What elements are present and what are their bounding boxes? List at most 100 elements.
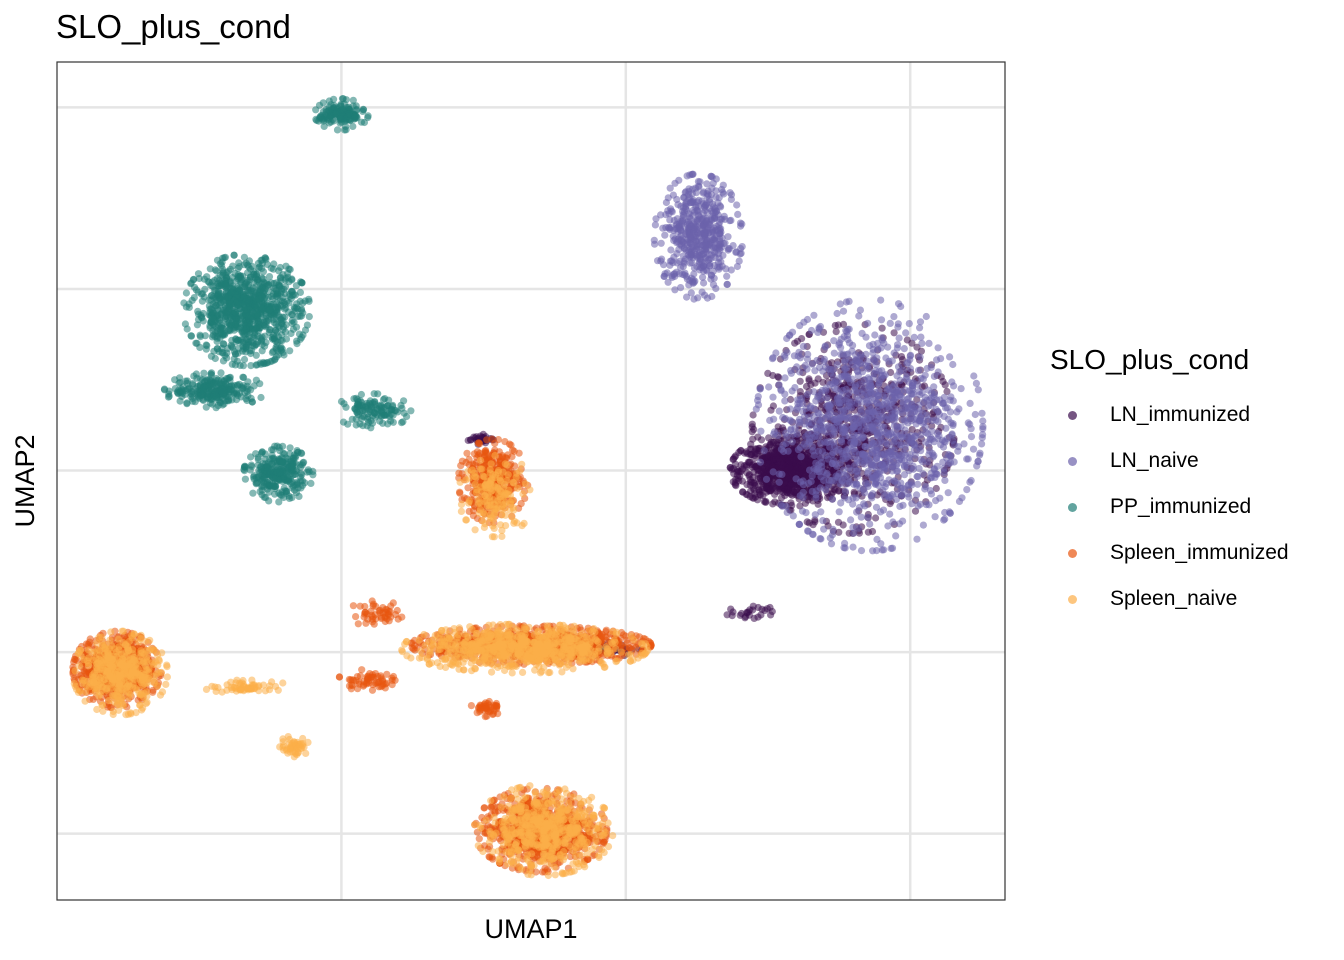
point-PP_immunized [217, 369, 225, 377]
point-LN_naive [878, 367, 886, 375]
point-LN_naive [860, 500, 868, 508]
point-PP_immunized [183, 400, 191, 408]
point-LN_naive [864, 467, 872, 475]
point-LN_naive [827, 540, 836, 548]
point-LN_naive [715, 194, 723, 202]
point-LN_naive [838, 438, 846, 446]
point-LN_naive [826, 443, 834, 451]
point-LN_naive [889, 414, 897, 422]
point-LN_naive [842, 447, 851, 455]
point-LN_naive [897, 302, 905, 311]
point-LN_naive [809, 530, 817, 538]
point-LN_naive [754, 393, 762, 401]
point-LN_naive [944, 489, 952, 497]
point-LN_naive [795, 520, 804, 529]
point-LN_immunized [829, 488, 837, 496]
point-PP_immunized [285, 308, 293, 316]
point-LN_naive [967, 433, 976, 441]
point-LN_naive [811, 367, 819, 375]
point-LN_naive [872, 475, 881, 483]
point-LN_naive [946, 396, 954, 404]
point-PP_immunized [333, 126, 342, 134]
point-LN_naive [935, 431, 943, 440]
point-PP_immunized [197, 392, 205, 400]
point-LN_naive [775, 470, 783, 478]
point-LN_naive [949, 421, 957, 429]
point-LN_immunized [864, 528, 873, 536]
point-LN_naive [911, 432, 919, 440]
point-LN_naive [787, 425, 795, 433]
point-LN_naive [699, 189, 707, 197]
point-LN_naive [760, 447, 768, 455]
point-LN_naive [867, 491, 875, 500]
point-LN_naive [836, 480, 845, 488]
point-LN_naive [685, 185, 693, 193]
point-LN_immunized [750, 425, 758, 433]
point-LN_naive [906, 356, 914, 364]
point-LN_naive [869, 345, 877, 353]
point-LN_naive [830, 337, 838, 345]
point-PP_immunized [234, 264, 242, 272]
point-LN_immunized [769, 500, 777, 508]
point-LN_naive [775, 478, 783, 486]
point-LN_naive [960, 440, 968, 448]
point-PP_immunized [233, 298, 241, 306]
point-LN_naive [831, 379, 839, 387]
point-LN_naive [931, 513, 939, 521]
point-LN_naive [852, 387, 860, 395]
point-LN_naive [924, 415, 932, 423]
point-LN_naive [829, 438, 838, 446]
point-LN_naive [911, 451, 919, 459]
point-PP_immunized [290, 470, 299, 478]
point-PP_immunized [254, 455, 262, 464]
point-LN_immunized [770, 454, 778, 462]
point-LN_naive [651, 221, 660, 229]
point-LN_immunized [732, 482, 740, 490]
point-PP_immunized [227, 314, 235, 322]
point-PP_immunized [260, 287, 268, 295]
point-LN_immunized [763, 605, 771, 613]
point-LN_naive [737, 249, 745, 257]
point-LN_naive [914, 381, 922, 389]
point-PP_immunized [216, 325, 224, 333]
point-LN_naive [866, 520, 874, 528]
point-LN_immunized [757, 467, 765, 475]
point-LN_naive [736, 219, 745, 227]
point-LN_naive [781, 397, 789, 405]
point-LN_naive [937, 355, 945, 363]
point-LN_naive [804, 350, 812, 358]
point-LN_naive [884, 522, 892, 530]
point-LN_naive [836, 424, 844, 432]
point-LN_naive [888, 467, 896, 475]
point-LN_naive [854, 372, 862, 380]
point-PP_immunized [359, 406, 367, 414]
point-LN_naive [906, 365, 915, 373]
point-LN_immunized [811, 516, 819, 524]
point-PP_immunized [352, 421, 360, 429]
point-PP_immunized [299, 309, 307, 317]
point-LN_naive [677, 284, 685, 292]
point-LN_naive [713, 226, 722, 234]
point-PP_immunized [231, 350, 240, 358]
point-LN_naive [811, 511, 819, 519]
point-LN_naive [726, 189, 734, 197]
point-LN_naive [895, 334, 903, 342]
point-LN_naive [900, 345, 908, 353]
point-LN_naive [793, 430, 801, 438]
point-PP_immunized [200, 369, 208, 377]
point-LN_immunized [835, 528, 843, 536]
point-LN_naive [800, 318, 808, 326]
point-PP_immunized [290, 303, 298, 312]
point-LN_naive [781, 374, 789, 382]
point-LN_naive [786, 405, 795, 413]
point-LN_naive [903, 395, 911, 403]
point-LN_immunized [897, 353, 906, 361]
point-LN_naive [664, 194, 672, 202]
point-PP_immunized [261, 450, 269, 458]
point-PP_immunized [286, 444, 294, 452]
point-PP_immunized [217, 295, 225, 303]
point-PP_immunized [394, 408, 402, 416]
point-PP_immunized [203, 273, 211, 281]
point-LN_naive [909, 409, 917, 417]
point-LN_naive [864, 415, 872, 423]
